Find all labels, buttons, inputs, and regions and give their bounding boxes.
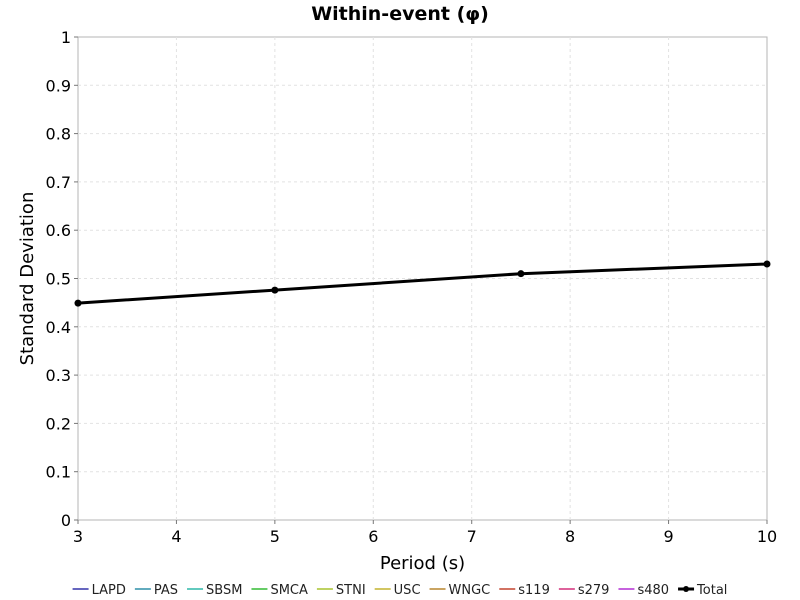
legend-label: PAS: [154, 583, 178, 598]
y-tick-label: 0.6: [46, 221, 71, 240]
y-tick-label: 0.3: [46, 366, 71, 385]
legend-item-pas: PAS: [134, 583, 178, 598]
legend-item-s480: s480: [618, 583, 669, 598]
y-tick-label: 1: [61, 28, 71, 47]
x-tick-label: 8: [565, 527, 575, 546]
y-axis-ticks: 0 0.1 0.2 0.3 0.4 0.5 0.6 0.7 0.8 0.9 1: [46, 28, 78, 530]
y-tick-label: 0.9: [46, 76, 71, 95]
legend-label: USC: [394, 583, 421, 598]
x-tick-label: 6: [368, 527, 378, 546]
legend-item-sbsm: SBSM: [187, 583, 242, 598]
legend-item-lapd: LAPD: [72, 583, 126, 598]
legend-label: WNGC: [449, 583, 491, 598]
chart-title: Within-event (φ): [311, 3, 489, 25]
x-tick-label: 7: [467, 527, 477, 546]
legend-label: SBSM: [206, 583, 242, 598]
legend-item-total: Total: [678, 583, 727, 598]
x-tick-label: 3: [73, 527, 83, 546]
x-tick-label: 9: [663, 527, 673, 546]
grid: [78, 37, 767, 520]
y-tick-label: 0.4: [46, 318, 71, 337]
legend: LAPD PAS SBSM SMCA STNI USC WNGC s119 s279 s480 To…: [72, 583, 727, 598]
legend-label: STNI: [336, 583, 366, 598]
y-tick-label: 0.5: [46, 270, 71, 289]
x-tick-label: 5: [270, 527, 280, 546]
legend-item-smca: SMCA: [251, 583, 308, 598]
series-line-total: [77, 262, 768, 305]
data-point-total: [763, 260, 771, 268]
x-axis-label: Period (s): [380, 553, 465, 574]
y-tick-label: 0.2: [46, 414, 71, 433]
data-point-total: [271, 286, 279, 294]
legend-label: s279: [578, 583, 610, 598]
legend-item-s119: s119: [499, 583, 550, 598]
legend-item-stni: STNI: [316, 583, 366, 598]
legend-label: Total: [696, 583, 727, 598]
x-tick-label: 10: [757, 527, 777, 546]
legend-item-s279: s279: [558, 583, 610, 598]
y-tick-label: 0.1: [46, 463, 71, 482]
legend-item-wngc: WNGC: [429, 583, 491, 598]
legend-label: LAPD: [92, 583, 126, 598]
data-point-total: [517, 270, 525, 278]
x-tick-label: 4: [171, 527, 181, 546]
y-axis-label: Standard Deviation: [17, 192, 38, 366]
y-tick-label: 0: [61, 511, 71, 530]
series-layer: [74, 260, 771, 307]
y-tick-label: 0.8: [46, 125, 71, 144]
legend-label: SMCA: [270, 583, 308, 598]
legend-label: s480: [637, 583, 669, 598]
data-point-total: [74, 299, 82, 307]
legend-marker: [683, 586, 690, 592]
y-tick-label: 0.7: [46, 173, 71, 192]
legend-label: s119: [518, 583, 550, 598]
legend-item-usc: USC: [374, 583, 421, 598]
x-axis-ticks: 3 4 5 6 7 8 9 10: [73, 520, 777, 546]
